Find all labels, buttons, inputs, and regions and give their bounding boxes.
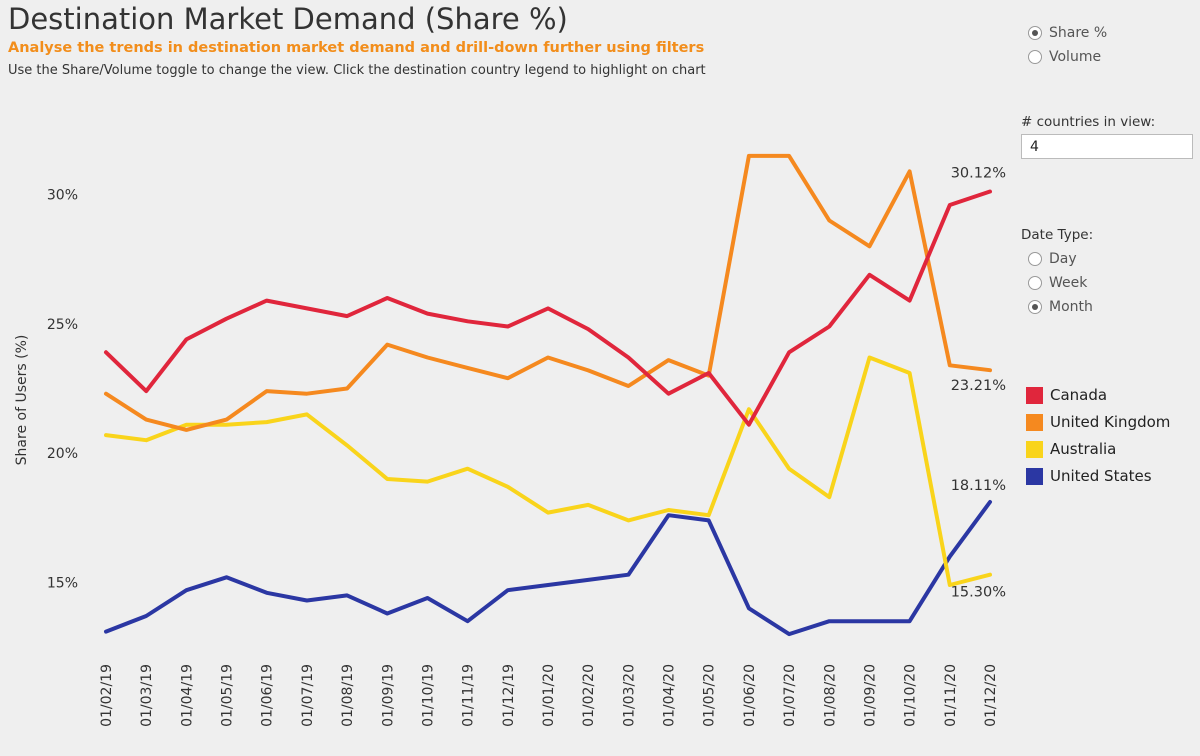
legend-swatch bbox=[1026, 440, 1043, 458]
legend-label: Australia bbox=[1050, 440, 1117, 458]
x-tick-label: 01/12/19 bbox=[501, 664, 517, 727]
x-tick-label: 01/06/20 bbox=[742, 664, 758, 727]
legend-item-united-states[interactable]: United States bbox=[1026, 467, 1152, 485]
x-tick-label: 01/03/20 bbox=[621, 664, 637, 727]
x-tick-label: 01/08/20 bbox=[822, 664, 838, 727]
x-tick-label: 01/03/19 bbox=[139, 664, 155, 727]
date-type-week-label: Week bbox=[1049, 275, 1088, 291]
x-tick-label: 01/11/20 bbox=[943, 664, 959, 727]
x-tick-label: 01/01/20 bbox=[541, 664, 557, 727]
x-tick-label: 01/02/20 bbox=[581, 664, 597, 727]
view-option-volume-label: Volume bbox=[1049, 49, 1102, 65]
page-description: Use the Share/Volume toggle to change th… bbox=[8, 63, 706, 78]
legend-item-united-kingdom[interactable]: United Kingdom bbox=[1026, 413, 1170, 431]
view-option-share[interactable]: Share % bbox=[1028, 25, 1107, 41]
share-radio-icon[interactable] bbox=[1028, 26, 1042, 40]
x-tick-label: 01/05/19 bbox=[220, 664, 236, 727]
legend-label: Canada bbox=[1050, 386, 1108, 404]
x-tick-label: 01/04/20 bbox=[662, 664, 678, 727]
line-chart: Share of Users (%) 15% 20% 25% 30% 01/02/19 01… bbox=[14, 153, 1006, 727]
x-tick-label: 01/07/20 bbox=[782, 664, 798, 727]
end-data-label: 23.21% bbox=[951, 378, 1006, 394]
y-axis-title: Share of Users (%) bbox=[14, 335, 30, 466]
month-radio-icon[interactable] bbox=[1028, 300, 1042, 314]
x-tick-label: 01/10/20 bbox=[903, 664, 919, 727]
legend-label: United States bbox=[1050, 467, 1152, 485]
legend-item-australia[interactable]: Australia bbox=[1026, 440, 1116, 458]
view-option-volume[interactable]: Volume bbox=[1028, 49, 1101, 65]
legend-swatch bbox=[1026, 386, 1043, 404]
x-tick-label: 01/02/19 bbox=[99, 664, 115, 727]
legend-label: United Kingdom bbox=[1050, 413, 1171, 431]
legend-item-canada[interactable]: Canada bbox=[1026, 386, 1107, 404]
day-radio-icon[interactable] bbox=[1028, 252, 1042, 266]
series-line-united-kingdom bbox=[104, 153, 992, 432]
series-line-canada bbox=[104, 189, 992, 427]
y-tick-label: 15% bbox=[47, 575, 78, 591]
week-radio-icon[interactable] bbox=[1028, 276, 1042, 290]
page-title: Destination Market Demand (Share %) bbox=[8, 2, 568, 36]
y-tick-label: 30% bbox=[47, 188, 78, 204]
date-type-week[interactable]: Week bbox=[1028, 275, 1087, 291]
page-subtitle: Analyse the trends in destination market… bbox=[8, 40, 705, 56]
view-option-share-label: Share % bbox=[1049, 25, 1108, 41]
x-tick-label: 01/07/19 bbox=[300, 664, 316, 727]
x-tick-label: 01/05/20 bbox=[702, 664, 718, 727]
series-line-australia bbox=[104, 355, 992, 587]
series-line-united-states bbox=[104, 500, 992, 637]
y-tick-label: 25% bbox=[47, 317, 78, 333]
legend-swatch bbox=[1026, 413, 1043, 431]
date-type-month-label: Month bbox=[1049, 299, 1093, 315]
x-tick-label: 01/04/19 bbox=[179, 664, 195, 727]
end-data-label: 15.30% bbox=[951, 585, 1006, 601]
x-tick-label: 01/09/19 bbox=[380, 664, 396, 727]
date-type-month[interactable]: Month bbox=[1028, 299, 1093, 315]
date-type-day[interactable]: Day bbox=[1028, 251, 1077, 267]
date-type-label: Date Type: bbox=[1021, 227, 1094, 243]
x-tick-label: 01/06/19 bbox=[260, 664, 276, 727]
countries-in-view-label: # countries in view: bbox=[1021, 114, 1156, 130]
x-tick-label: 01/12/20 bbox=[983, 664, 999, 727]
end-data-label: 18.11% bbox=[951, 478, 1006, 494]
volume-radio-icon[interactable] bbox=[1028, 50, 1042, 64]
x-tick-label: 01/10/19 bbox=[420, 664, 436, 727]
y-tick-label: 20% bbox=[47, 446, 78, 462]
legend-swatch bbox=[1026, 467, 1043, 485]
date-type-day-label: Day bbox=[1049, 251, 1077, 267]
x-tick-label: 01/08/19 bbox=[340, 664, 356, 727]
x-tick-label: 01/09/20 bbox=[862, 664, 878, 727]
x-tick-label: 01/11/19 bbox=[461, 664, 477, 727]
countries-in-view-input[interactable] bbox=[1021, 134, 1193, 159]
end-data-label: 30.12% bbox=[951, 166, 1006, 182]
